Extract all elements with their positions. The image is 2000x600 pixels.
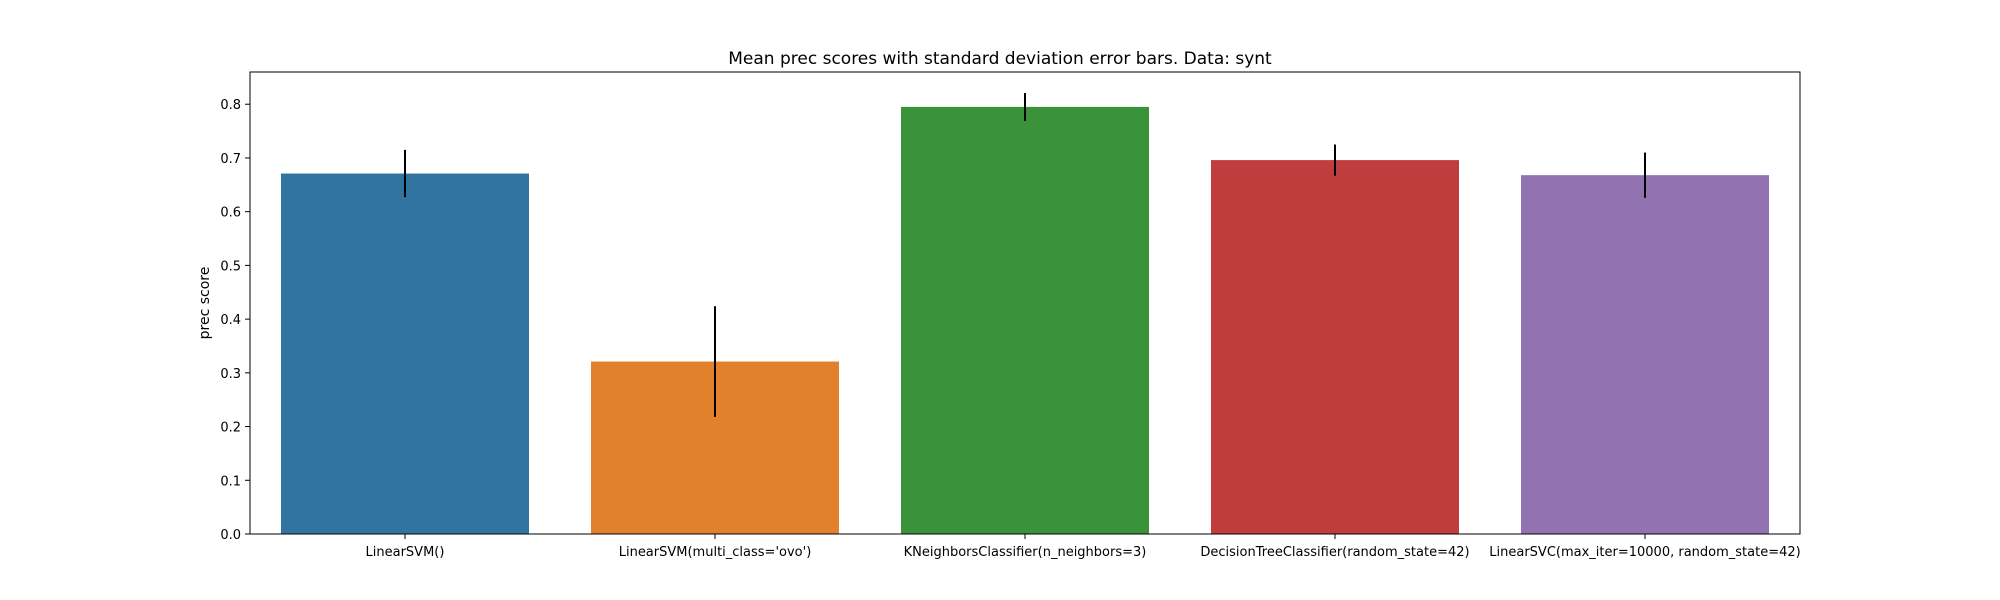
x-tick-label-4: LinearSVC(max_iter=10000, random_state=4… bbox=[1489, 545, 1800, 560]
x-tick-label-3: DecisionTreeClassifier(random_state=42) bbox=[1200, 545, 1469, 560]
y-tick-label-0: 0.0 bbox=[220, 528, 241, 543]
x-axis: LinearSVM() LinearSVM(multi_class='ovo') K… bbox=[366, 534, 1801, 560]
y-tick-label-8: 0.8 bbox=[220, 98, 241, 113]
bar-3 bbox=[1211, 160, 1459, 534]
y-tick-label-3: 0.3 bbox=[220, 367, 241, 382]
y-tick-label-5: 0.5 bbox=[220, 259, 241, 274]
y-tick-label-2: 0.2 bbox=[220, 421, 241, 436]
plot-frame bbox=[249, 71, 1801, 535]
bar-0 bbox=[281, 173, 529, 534]
bars-layer bbox=[281, 106, 1769, 535]
error-bars-layer bbox=[404, 92, 1646, 417]
x-tick-label-1: LinearSVM(multi_class='ovo') bbox=[619, 545, 812, 560]
y-tick-label-1: 0.1 bbox=[220, 474, 241, 489]
x-tick-label-2: KNeighborsClassifier(n_neighbors=3) bbox=[904, 545, 1147, 560]
y-tick-label-4: 0.4 bbox=[220, 313, 241, 328]
bar-2 bbox=[901, 106, 1149, 534]
y-axis: 0.0 0.1 0.2 0.3 0.4 0.5 0.6 0.7 0.8 bbox=[220, 98, 250, 543]
bar-4 bbox=[1521, 175, 1769, 535]
y-axis-label: prec score bbox=[197, 267, 213, 340]
chart-title: Mean prec scores with standard deviation… bbox=[728, 49, 1272, 69]
y-tick-label-6: 0.6 bbox=[220, 206, 241, 221]
y-tick-label-7: 0.7 bbox=[220, 152, 241, 167]
x-tick-label-0: LinearSVM() bbox=[366, 545, 445, 560]
